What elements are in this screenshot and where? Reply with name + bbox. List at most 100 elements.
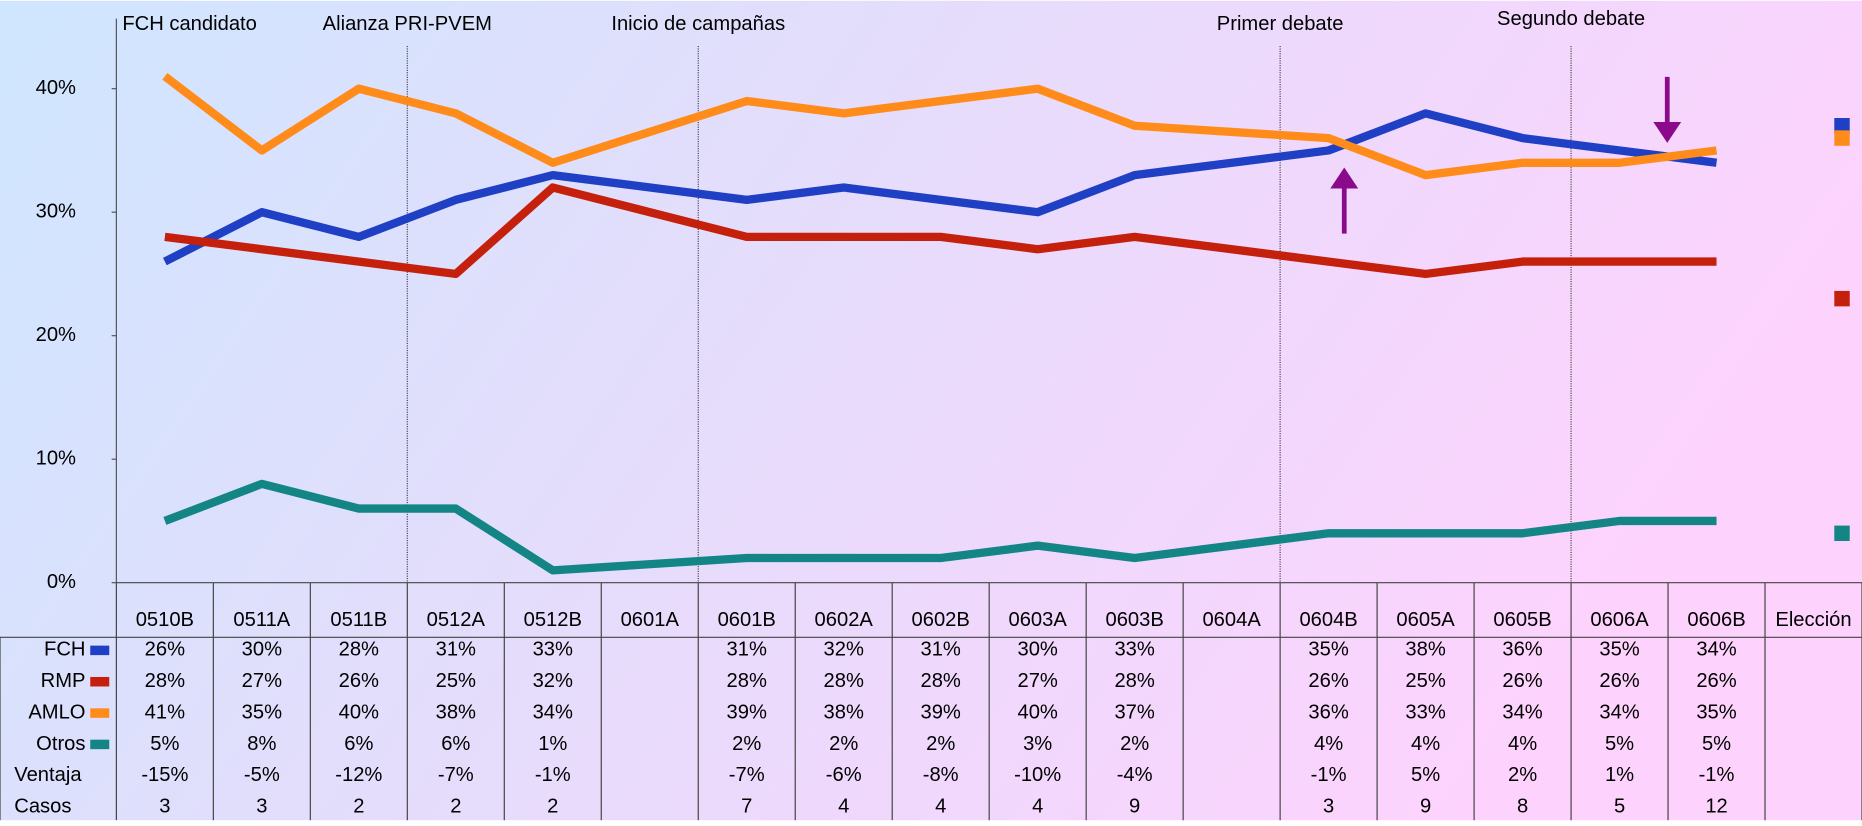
x-tick-label: 0511B bbox=[330, 609, 387, 631]
x-tick-label: 0606A bbox=[1590, 609, 1649, 631]
table-cell: 3 bbox=[159, 795, 170, 817]
x-tick-label: Elección bbox=[1775, 609, 1851, 631]
table-cell: 28% bbox=[824, 670, 864, 692]
election-marker bbox=[1834, 290, 1850, 307]
x-tick-label: 0510B bbox=[136, 609, 194, 631]
table-cell: 34% bbox=[1599, 701, 1639, 723]
table-cell: 37% bbox=[1114, 701, 1154, 723]
table-cell: 2% bbox=[732, 733, 761, 755]
table-cell: 39% bbox=[921, 701, 961, 723]
table-cell: 2 bbox=[353, 795, 364, 817]
x-tick-label: 0606B bbox=[1687, 609, 1745, 631]
table-cell: 7 bbox=[741, 795, 752, 817]
table-cell: -1% bbox=[1699, 764, 1735, 786]
table-cell: -7% bbox=[438, 764, 474, 786]
table-cell: -4% bbox=[1117, 764, 1153, 786]
table-cell: 28% bbox=[339, 639, 379, 661]
legend-label: Otros bbox=[36, 733, 85, 755]
table-cell: 35% bbox=[1696, 701, 1736, 723]
table-cell: 4% bbox=[1508, 733, 1537, 755]
table-cell: 4% bbox=[1314, 733, 1343, 755]
table-cell: -12% bbox=[335, 764, 382, 786]
table-cell: 3 bbox=[256, 795, 267, 817]
table-cell: 32% bbox=[824, 639, 864, 661]
table-cell: 31% bbox=[921, 639, 961, 661]
table-cell: 4 bbox=[1032, 795, 1043, 817]
table-cell: 30% bbox=[242, 639, 282, 661]
legend-label: FCH bbox=[44, 639, 85, 661]
table-cell: 25% bbox=[436, 670, 476, 692]
series-line bbox=[162, 109, 1718, 266]
y-tick-label: 30% bbox=[36, 201, 76, 223]
table-cell: -7% bbox=[729, 764, 765, 786]
table-cell: 26% bbox=[339, 670, 379, 692]
table-cell: -1% bbox=[535, 764, 571, 786]
table-cell: 40% bbox=[339, 701, 379, 723]
table-cell: 35% bbox=[1599, 639, 1639, 661]
table-cell: 33% bbox=[1405, 701, 1445, 723]
table-cell: 2% bbox=[829, 733, 858, 755]
table-cell: 12 bbox=[1705, 795, 1727, 817]
y-tick-label: 10% bbox=[36, 448, 76, 470]
table-cell: 4 bbox=[935, 795, 946, 817]
table-cell: 5 bbox=[1614, 795, 1625, 817]
table-cell: 36% bbox=[1308, 701, 1348, 723]
table-cell: 28% bbox=[145, 670, 185, 692]
x-tick-label: 0602B bbox=[912, 609, 970, 631]
x-tick-label: 0512B bbox=[524, 609, 582, 631]
table-cell: 34% bbox=[1696, 639, 1736, 661]
event-label: Alianza PRI-PVEM bbox=[323, 13, 492, 35]
table-cell: -8% bbox=[923, 764, 959, 786]
table-cell: 25% bbox=[1405, 670, 1445, 692]
x-tick-label: 0604A bbox=[1202, 609, 1261, 631]
y-tick-label: 40% bbox=[36, 77, 76, 99]
arrows bbox=[1330, 76, 1682, 234]
table-cell: -5% bbox=[244, 764, 280, 786]
table-cell: 2 bbox=[547, 795, 558, 817]
series-line bbox=[163, 479, 1717, 575]
table-cell: 2% bbox=[1120, 733, 1149, 755]
election-marker bbox=[1834, 130, 1850, 146]
table-cell: 5% bbox=[1702, 733, 1731, 755]
legend-label: AMLO bbox=[28, 701, 85, 723]
arrow-head bbox=[1330, 167, 1359, 189]
table-cell: 34% bbox=[533, 701, 573, 723]
table-cell: -6% bbox=[826, 764, 862, 786]
event-label: Segundo debate bbox=[1497, 8, 1645, 30]
table-cell: 3 bbox=[1323, 795, 1334, 817]
x-tick-label: 0603A bbox=[1009, 609, 1068, 631]
series-line bbox=[164, 183, 1717, 279]
table-cell: 5% bbox=[1411, 764, 1440, 786]
row-label: Ventaja bbox=[14, 764, 82, 786]
table-cell: 28% bbox=[727, 670, 767, 692]
table-cell: 6% bbox=[441, 733, 470, 755]
table-cell: 26% bbox=[1308, 670, 1348, 692]
table-cell: 35% bbox=[1308, 639, 1348, 661]
table-cell: 38% bbox=[1405, 639, 1445, 661]
event-label: Primer debate bbox=[1217, 13, 1344, 35]
table-cell: 8% bbox=[247, 733, 276, 755]
legend-swatch bbox=[90, 645, 110, 656]
table-cell: 40% bbox=[1017, 701, 1057, 723]
table-cell: -1% bbox=[1311, 764, 1347, 786]
table-cell: 2% bbox=[926, 733, 955, 755]
event-label: Inicio de campañas bbox=[611, 13, 785, 35]
table-cell: 26% bbox=[1599, 670, 1639, 692]
table-cell: 38% bbox=[436, 701, 476, 723]
table-cell: 6% bbox=[344, 733, 373, 755]
x-tick-label: 0603B bbox=[1105, 609, 1163, 631]
table-cell: -10% bbox=[1014, 764, 1061, 786]
table-cell: 28% bbox=[921, 670, 961, 692]
table-cell: 2% bbox=[1508, 764, 1537, 786]
table-cell: 2 bbox=[450, 795, 461, 817]
table-cell: 33% bbox=[533, 639, 573, 661]
x-tick-label: 0512A bbox=[427, 609, 486, 631]
table-cell: 3% bbox=[1023, 733, 1052, 755]
table-cell: 1% bbox=[1605, 764, 1634, 786]
x-tick-label: 0511A bbox=[233, 609, 290, 631]
series-line bbox=[162, 73, 1718, 180]
table-cell: 4% bbox=[1411, 733, 1440, 755]
table-cell: 4 bbox=[838, 795, 849, 817]
